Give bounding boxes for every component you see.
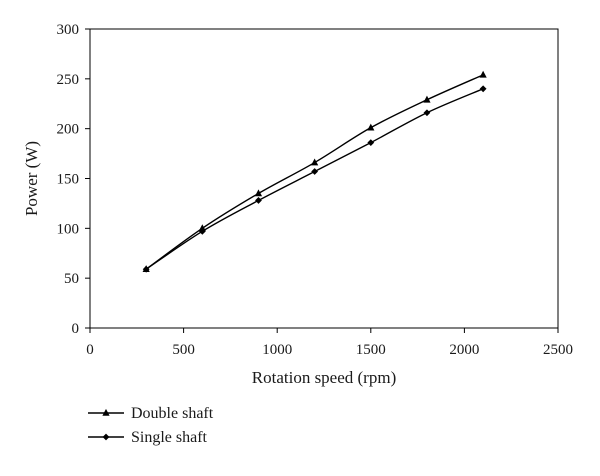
- axes: [89, 28, 559, 329]
- y-tick-label: 0: [72, 321, 80, 337]
- data-point-single-shaft: [479, 85, 487, 93]
- x-tick-label: 2000: [449, 342, 479, 358]
- data-point-single-shaft: [142, 265, 150, 273]
- legend-label-single-shaft: Single shaft: [131, 429, 208, 446]
- data-point-single-shaft: [198, 227, 206, 235]
- y-tick-label: 50: [64, 271, 79, 287]
- series-line-single-shaft: [145, 88, 484, 270]
- data-point-single-shaft: [311, 168, 319, 175]
- x-tick-label: 0: [86, 342, 94, 358]
- legend-marker-double-shaft: [102, 408, 110, 416]
- y-tick-label: 200: [57, 122, 80, 138]
- y-tick-label: 250: [57, 72, 80, 88]
- y-tick-label: 100: [57, 221, 80, 237]
- plot-series: [142, 70, 487, 273]
- axis-ticks: 0 500 1000 1500 2000 2500 0 50 100 150 200 250 300: [57, 22, 574, 358]
- legend-marker-single-shaft: [102, 433, 110, 441]
- x-tick-label: 1500: [356, 342, 386, 358]
- series-single-shaft: [142, 85, 487, 273]
- x-tick-label: 2500: [543, 342, 573, 358]
- y-tick-label: 150: [57, 172, 80, 188]
- data-point-double-shaft: [479, 70, 487, 78]
- data-point-double-shaft: [367, 123, 375, 131]
- x-tick-label: 500: [172, 342, 195, 358]
- data-point-single-shaft: [423, 109, 431, 117]
- legend-label-double-shaft: Double shaft: [131, 405, 214, 422]
- y-tick-label: 300: [57, 22, 80, 38]
- y-axis-title: Power (W): [22, 141, 41, 216]
- data-point-double-shaft: [423, 95, 431, 103]
- x-axis-title: Rotation speed (rpm): [252, 368, 396, 387]
- x-tick-label: 1000: [262, 342, 292, 358]
- plot-area-frame: [89, 28, 559, 329]
- data-point-single-shaft: [367, 139, 375, 147]
- data-point-double-shaft: [311, 158, 319, 166]
- data-point-double-shaft: [198, 224, 206, 232]
- legend: Double shaft Single shaft: [88, 405, 214, 446]
- data-point-single-shaft: [255, 197, 262, 204]
- data-point-double-shaft: [254, 189, 263, 197]
